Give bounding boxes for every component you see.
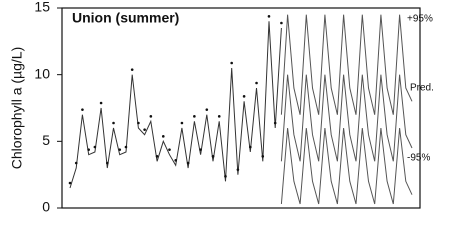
data-point bbox=[87, 148, 90, 151]
data-point bbox=[224, 175, 227, 178]
data-point bbox=[81, 108, 84, 111]
data-point bbox=[193, 115, 196, 118]
data-point bbox=[217, 115, 221, 118]
band-label: -95% bbox=[407, 153, 430, 164]
series-line bbox=[69, 21, 282, 189]
annotation: Union (summer) bbox=[72, 10, 179, 26]
data-point bbox=[249, 145, 252, 149]
series-line bbox=[280, 127, 413, 205]
band-label: +95% bbox=[407, 14, 433, 25]
data-point bbox=[93, 145, 97, 149]
data-point bbox=[168, 148, 171, 151]
data-point bbox=[273, 121, 277, 125]
data-point bbox=[174, 159, 178, 162]
series-line bbox=[280, 74, 413, 162]
y-tick-label: 15 bbox=[34, 0, 50, 15]
plot-frame bbox=[61, 7, 421, 209]
data-point bbox=[230, 61, 233, 65]
data-point bbox=[112, 121, 115, 125]
data-point bbox=[68, 181, 72, 185]
y-tick-label: 5 bbox=[42, 132, 50, 148]
data-point bbox=[255, 81, 258, 85]
data-point bbox=[236, 168, 240, 171]
data-point bbox=[261, 155, 265, 158]
data-point bbox=[130, 68, 134, 71]
data-point bbox=[280, 21, 283, 25]
data-point bbox=[242, 95, 246, 98]
data-point bbox=[186, 161, 190, 165]
data-point bbox=[124, 145, 128, 149]
y-tick-label: 0 bbox=[42, 199, 50, 215]
data-point bbox=[161, 135, 165, 138]
y-tick-label: 10 bbox=[34, 65, 50, 81]
data-point bbox=[106, 161, 109, 165]
data-point bbox=[118, 148, 122, 151]
data-point bbox=[199, 148, 202, 151]
data-point bbox=[99, 101, 103, 105]
series-line bbox=[280, 14, 413, 115]
data-point bbox=[267, 15, 271, 18]
band-label: Pred. bbox=[410, 83, 434, 94]
data-point bbox=[211, 155, 215, 158]
data-point bbox=[137, 121, 140, 125]
data-point bbox=[205, 108, 209, 111]
data-point bbox=[149, 115, 153, 118]
data-point bbox=[143, 128, 146, 131]
data-point bbox=[74, 161, 78, 165]
data-point bbox=[155, 155, 159, 158]
data-point bbox=[180, 121, 184, 125]
y-axis-label: Chlorophyll a (µg/L) bbox=[9, 47, 25, 169]
